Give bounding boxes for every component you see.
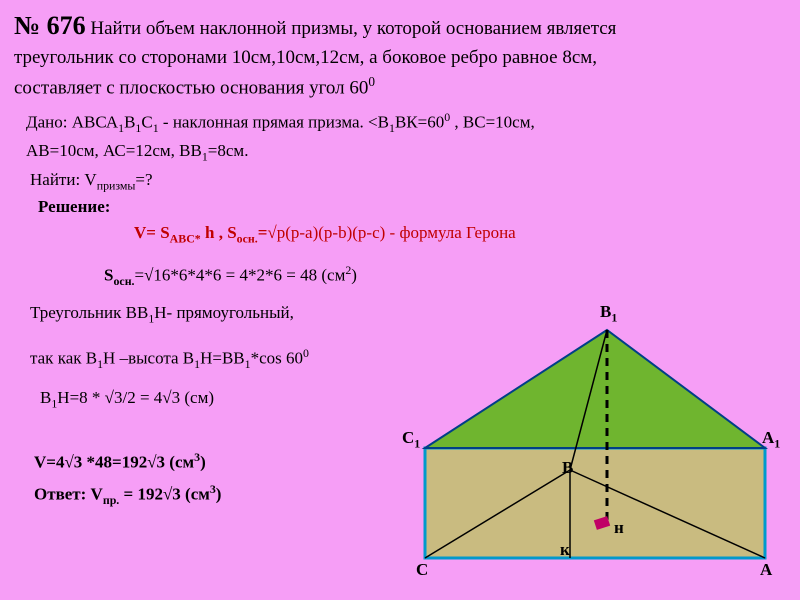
prism-diagram: В1 А1 С1 В А С к н: [370, 300, 790, 590]
problem-number: № 676: [14, 11, 86, 40]
label-a1: А1: [762, 428, 780, 451]
front-face: [425, 448, 765, 558]
problem-l3: составляет с плоскостью основания угол 6…: [14, 73, 786, 101]
problem-title: № 676 Найти объем наклонной призмы, у ко…: [14, 8, 786, 43]
sosn-calc: Sосн.=√16*6*4*6 = 4*2*6 = 48 (см2): [104, 263, 786, 289]
label-a: А: [760, 560, 772, 580]
label-c1: С1: [402, 428, 420, 451]
top-face: [425, 330, 765, 448]
prism-svg: [370, 300, 790, 590]
label-k: к: [560, 540, 570, 560]
find-line: Найти: Vпризмы=?: [30, 170, 786, 193]
volume-formula: V= SABC* h , Sосн.=√p(p-a)(p-b)(p-c) - ф…: [134, 223, 786, 246]
label-b1: В1: [600, 302, 617, 325]
given-block: Дано: АВСА1В1С1 - наклонная прямая призм…: [26, 109, 786, 166]
problem-l2: треугольник со сторонами 10см,10см,12см,…: [14, 45, 786, 71]
label-c: С: [416, 560, 428, 580]
solution-label: Решение:: [38, 197, 786, 217]
label-h: н: [614, 518, 624, 538]
label-b: В: [562, 458, 573, 478]
